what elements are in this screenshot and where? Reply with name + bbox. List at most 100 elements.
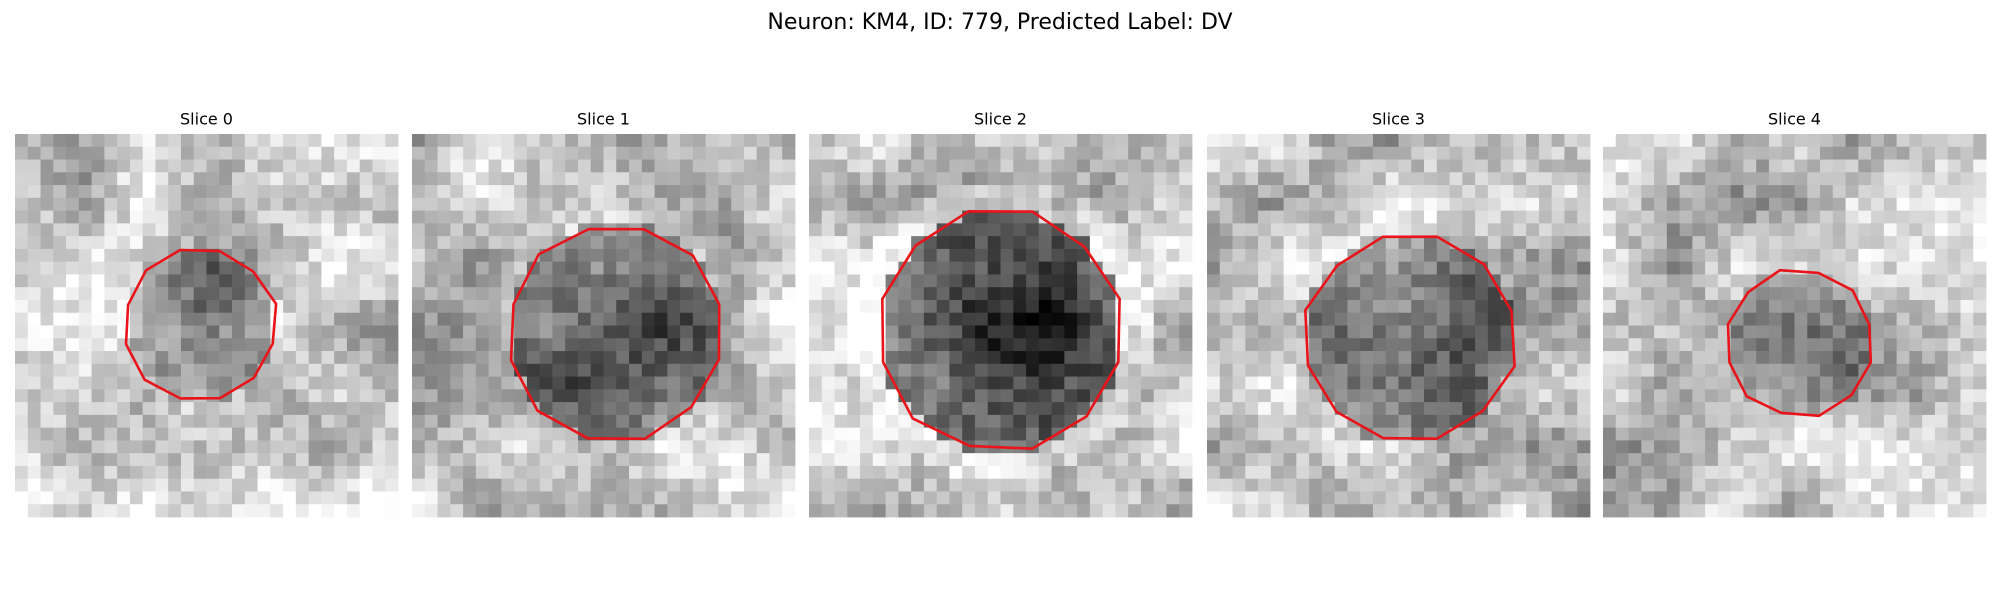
pixel [232,427,246,441]
pixel [1051,134,1065,148]
pixel [1000,134,1014,148]
pixel [1334,389,1348,403]
pixel [1564,134,1578,148]
pixel [27,210,41,224]
pixel [219,274,233,288]
pixel [847,146,861,160]
pixel [962,376,976,390]
pixel [936,414,950,429]
pixel [450,134,464,148]
pixel [359,325,373,339]
pixel [769,185,783,199]
pixel [1347,134,1361,148]
pixel [1334,325,1348,339]
pixel [450,185,464,199]
pixel [962,491,976,505]
pixel [1679,465,1693,480]
pixel [885,389,899,403]
pixel [1538,465,1553,480]
pixel [577,351,592,365]
pixel [1360,159,1374,173]
pixel [155,146,169,160]
pixel [1245,261,1259,275]
pixel [1064,261,1078,275]
pixel [117,210,131,224]
pixel [219,478,233,492]
pixel [359,491,373,505]
pixel [1934,363,1949,377]
pixel [718,172,732,186]
pixel [308,274,322,288]
pixel [1207,210,1221,224]
pixel [1270,363,1284,377]
pixel [654,389,668,403]
pixel [974,376,989,390]
pixel [1947,504,1961,518]
pixel [1666,159,1680,173]
pixel [1321,465,1336,480]
pixel [526,478,541,492]
pixel [514,223,528,237]
pixel [1128,248,1142,263]
pixel [1179,299,1193,314]
pixel [1615,427,1629,441]
pixel [539,440,553,454]
pixel [424,351,438,365]
pixel [680,504,694,518]
pixel [219,299,233,314]
pixel [1845,312,1859,326]
pixel [244,427,258,441]
pixel [334,376,348,390]
pixel [359,210,373,224]
pixel [1334,312,1348,326]
pixel [359,440,373,454]
pixel [1449,325,1463,339]
pixel [616,146,630,160]
pixel [1487,236,1502,250]
pixel [1128,159,1142,173]
pixel [1309,159,1323,173]
pixel [1717,478,1732,492]
pixel [1526,465,1540,480]
pixel [1424,325,1438,339]
pixel [1179,185,1193,199]
pixel [1513,185,1527,199]
pixel [283,185,297,199]
pixel [1922,197,1936,211]
pixel [1781,312,1795,326]
pixel [1883,261,1898,275]
pixel [1360,491,1374,505]
pixel [1705,210,1719,224]
pixel [718,325,732,339]
pixel [1934,299,1949,314]
pixel [1820,185,1834,199]
pixel [923,338,938,352]
pixel [1794,236,1808,250]
pixel [1064,351,1078,365]
pixel [283,146,297,160]
pixel [1051,325,1065,339]
pixel [872,210,886,224]
pixel [334,236,348,250]
pixel [809,299,823,314]
pixel [847,351,861,365]
pixel [616,338,630,352]
pixel [1807,491,1821,505]
pixel [1436,491,1450,505]
pixel [1947,197,1961,211]
pixel [552,223,566,237]
pixel [743,248,758,263]
pixel [104,363,118,377]
pixel [1245,491,1259,505]
pixel [1807,134,1821,148]
pixel [1334,287,1348,301]
pixel [1922,465,1936,480]
pixel [1615,248,1629,263]
pixel [565,440,579,454]
pixel [1692,427,1706,441]
pixel [1947,414,1961,429]
pixel [603,376,617,390]
pixel [463,363,477,377]
pixel [270,312,284,326]
